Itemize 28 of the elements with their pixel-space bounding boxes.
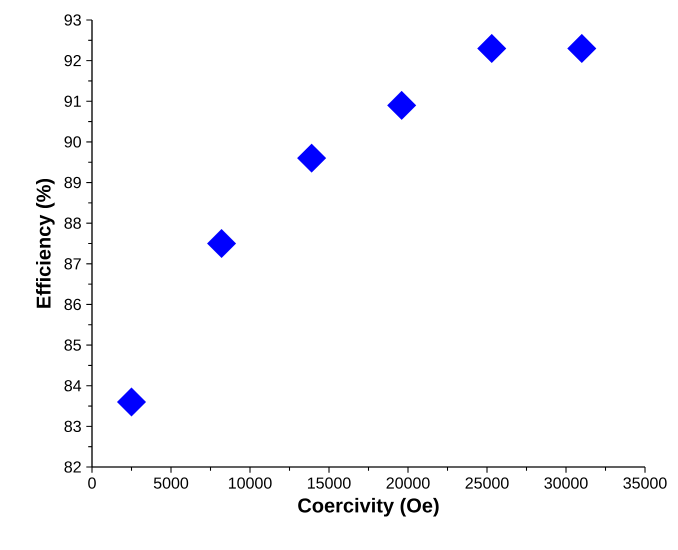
- point: [477, 34, 506, 63]
- y-tick-label: 85: [64, 339, 81, 351]
- x-tick-label: 5000: [154, 477, 188, 489]
- y-tick-label: 87: [64, 258, 81, 270]
- y-tick-label: 82: [64, 461, 81, 473]
- x-tick-label: 30000: [544, 477, 588, 489]
- y-tick-label: 90: [64, 136, 81, 148]
- point: [387, 90, 416, 120]
- y-tick-label: 92: [64, 54, 81, 66]
- y-tick-label: 91: [64, 96, 81, 107]
- point: [567, 34, 596, 63]
- point: [117, 388, 146, 416]
- y-tick-label: 86: [64, 298, 81, 310]
- point: [207, 229, 236, 258]
- y-axis-title: Efficiency (%): [36, 178, 55, 308]
- x-tick-label: 20000: [386, 477, 430, 489]
- x-tick-label: 10000: [228, 477, 272, 489]
- x-tick-label: 35000: [623, 477, 667, 489]
- x-tick-label: 25000: [466, 477, 509, 489]
- y-tick-label: 93: [64, 14, 81, 26]
- x-tick-label: 0: [88, 477, 96, 489]
- x-tick-label: 15000: [308, 477, 351, 489]
- y-tick-label: 83: [64, 420, 81, 432]
- point: [297, 144, 326, 173]
- x-axis-title: Coercivity (Oe): [298, 498, 439, 517]
- y-tick-label: 89: [64, 176, 81, 188]
- y-tick-label: 84: [64, 380, 82, 392]
- y-tick-label: 88: [64, 218, 81, 229]
